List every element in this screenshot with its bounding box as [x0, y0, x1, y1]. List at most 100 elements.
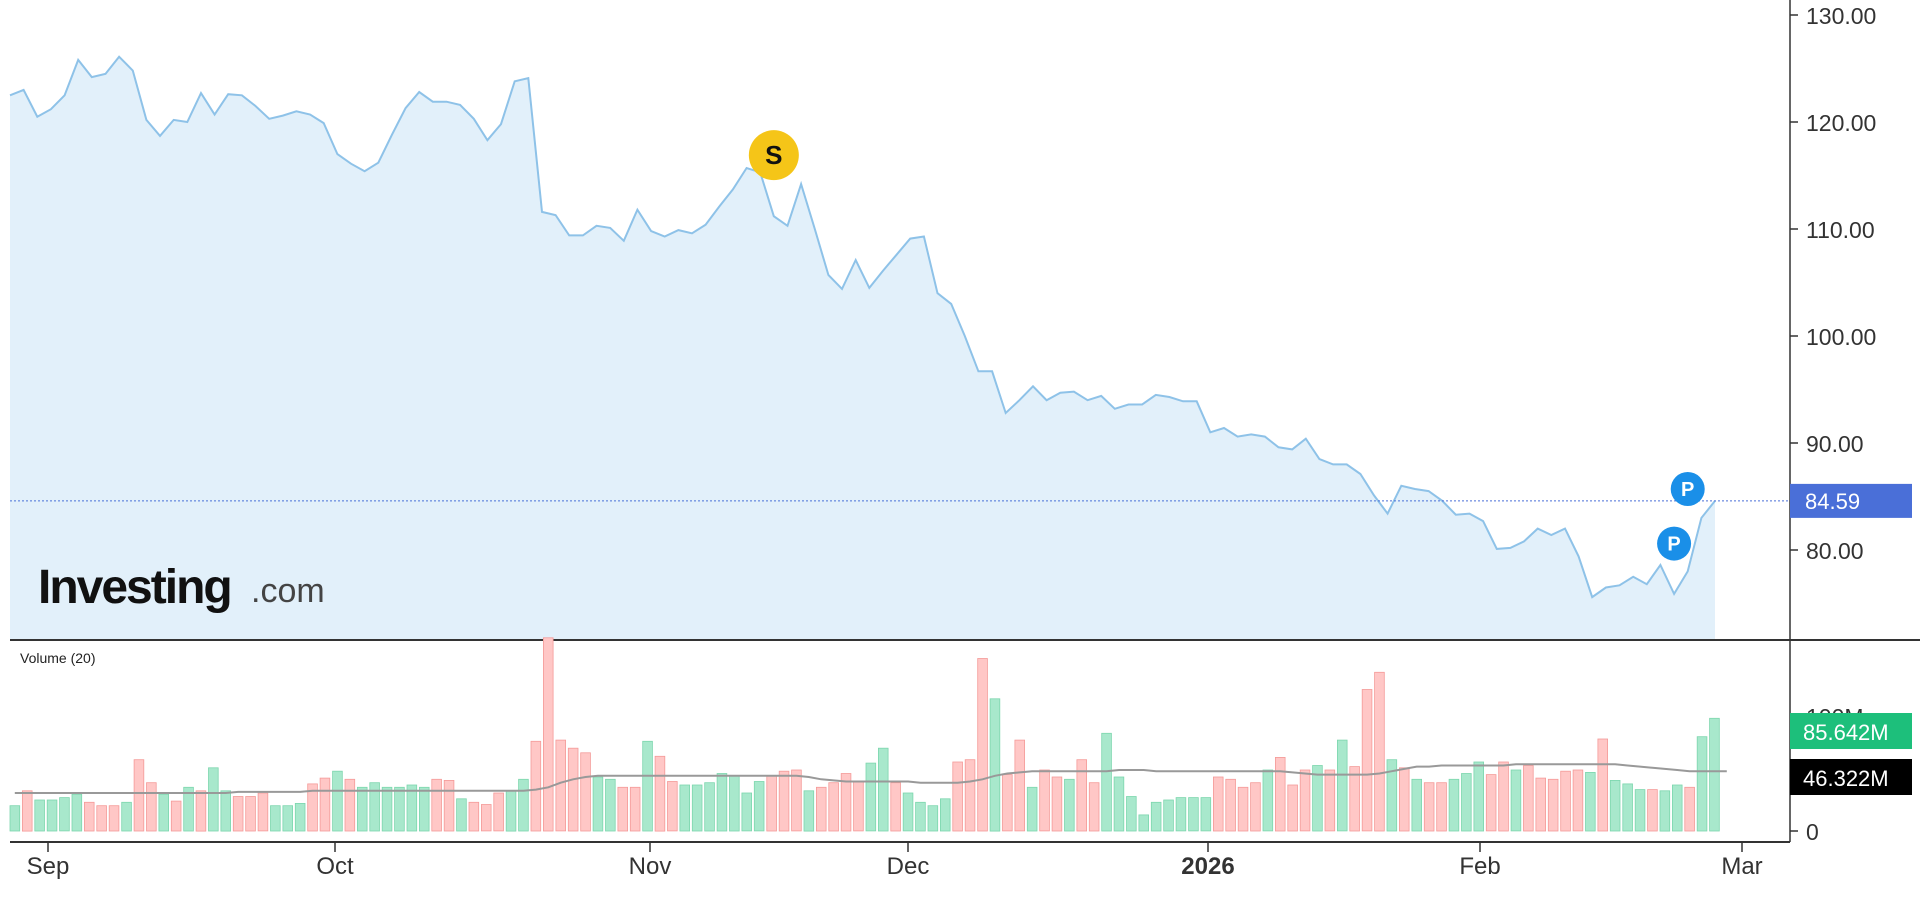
logo-text: Investing: [38, 561, 231, 614]
volume-bar: [456, 798, 467, 832]
volume-bar: [1461, 773, 1472, 832]
volume-bar: [1113, 776, 1125, 832]
volume-bar: [1473, 761, 1485, 832]
volume-ma-tag-bg: [1790, 759, 1912, 795]
price-ytick-label: 100.00: [1806, 324, 1876, 350]
event-markers: S P P: [748, 130, 1705, 561]
volume-bar: [1126, 796, 1137, 832]
volume-bar: [1076, 759, 1088, 832]
price-ytick-label: 90.00: [1806, 431, 1864, 457]
volume-bar: [1163, 799, 1174, 832]
volume-bar: [108, 805, 120, 832]
volume-bar: [828, 782, 839, 832]
volume-bar: [1150, 801, 1162, 832]
volume-bar: [1448, 778, 1460, 832]
x-tick-label: Feb: [1459, 853, 1500, 880]
volume-bar: [46, 799, 58, 832]
volume-ma-tag-text: 46.322M: [1803, 766, 1889, 791]
volume-bar: [1374, 671, 1385, 832]
volume-bar: [1051, 776, 1063, 832]
price-series: [9, 55, 1716, 640]
volume-bar: [952, 761, 963, 832]
volume-bar: [1423, 782, 1435, 832]
volume-bar: [1399, 767, 1410, 832]
volume-bar: [1299, 769, 1311, 832]
volume-bar: [1510, 769, 1522, 832]
volume-bar: [1361, 689, 1373, 832]
price-ytick-label: 110.00: [1806, 217, 1875, 243]
volume-bars: [9, 637, 1720, 832]
price-line: [9, 55, 1716, 599]
volume-bar: [667, 781, 678, 832]
volume-bar: [96, 805, 107, 832]
volume-bar: [704, 782, 715, 832]
volume-bar: [84, 801, 95, 832]
volume-bar: [1262, 769, 1274, 832]
volume-bar: [9, 805, 21, 832]
volume-bar: [270, 805, 281, 832]
volume-bar: [1647, 789, 1658, 832]
volume-bar: [878, 747, 889, 832]
price-y-axis: 130.00 120.00 110.00 100.00 90.00 80.00: [1790, 3, 1876, 564]
volume-bar: [1634, 789, 1646, 832]
volume-last-tag: 85.642M: [1790, 713, 1912, 749]
volume-bar: [1337, 739, 1348, 832]
volume-bar: [654, 755, 666, 832]
volume-bar: [1498, 761, 1509, 832]
volume-bar: [1287, 784, 1298, 832]
volume-bar: [356, 786, 368, 832]
marker-circle: [1670, 472, 1705, 507]
event-marker: P: [1670, 472, 1705, 507]
volume-bar: [1622, 783, 1633, 832]
volume-bar: [1696, 736, 1708, 832]
volume-bar: [344, 778, 356, 832]
price-area-fill: [10, 56, 1715, 640]
volume-bar: [220, 790, 231, 832]
logo-suffix: .com: [251, 572, 325, 610]
volume-bar: [518, 778, 529, 832]
volume-bar: [480, 804, 492, 832]
x-axis: Sep Oct Nov Dec 2026 Feb Mar: [27, 842, 1763, 880]
volume-bar: [555, 739, 567, 832]
volume-bar: [1597, 738, 1609, 832]
volume-bar: [865, 762, 877, 832]
volume-bar: [443, 780, 455, 832]
volume-bar: [617, 786, 629, 832]
volume-bar: [977, 658, 988, 832]
volume-bar: [232, 796, 244, 832]
volume-bar: [1175, 797, 1187, 832]
marker-label: P: [1681, 479, 1694, 501]
price-ytick-label: 130.00: [1806, 3, 1876, 29]
volume-bar: [183, 786, 194, 832]
volume-bar: [1188, 797, 1199, 832]
x-tick-label: Dec: [887, 853, 930, 880]
volume-bar: [803, 790, 815, 832]
x-tick-label: Sep: [27, 853, 70, 880]
volume-bar: [1101, 732, 1112, 832]
x-tick-label: Nov: [629, 853, 672, 880]
price-ytick-label: 120.00: [1806, 110, 1876, 136]
marker-circle: [748, 130, 799, 181]
volume-bar: [1386, 759, 1398, 832]
volume-bar: [716, 773, 728, 832]
volume-bar: [592, 776, 604, 832]
volume-bar: [1709, 717, 1720, 832]
volume-bar: [170, 800, 182, 832]
last-price-tag-text: 84.59: [1805, 489, 1860, 514]
volume-bar: [381, 786, 393, 832]
volume-bar: [791, 769, 802, 832]
volume-bar: [964, 759, 976, 832]
volume-bar: [282, 805, 293, 832]
volume-bar: [21, 790, 33, 832]
volume-bar: [71, 793, 83, 832]
volume-bar: [691, 784, 703, 832]
volume-bar: [332, 770, 343, 832]
volume-bar: [34, 799, 45, 832]
volume-bar: [319, 777, 331, 832]
volume-bar: [1349, 766, 1360, 832]
marker-circle: [1657, 526, 1692, 561]
volume-bar: [915, 801, 926, 832]
volume-bar: [766, 775, 777, 832]
volume-bar: [1138, 814, 1150, 832]
